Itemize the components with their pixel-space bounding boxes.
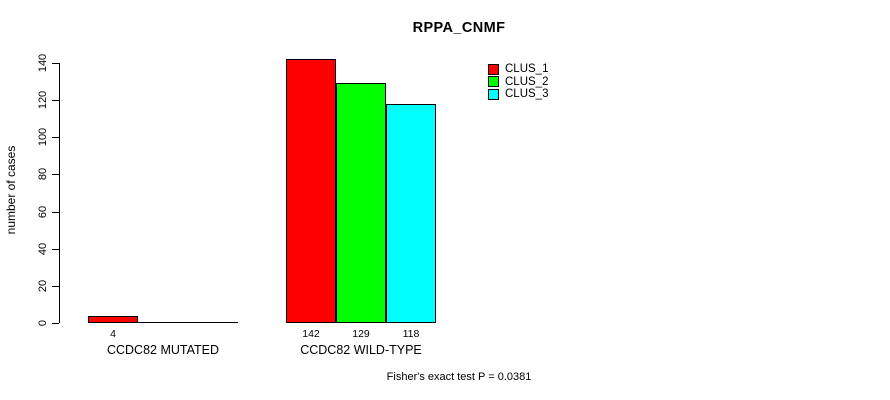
y-tick: [52, 137, 59, 138]
bar-value-label: 129: [352, 328, 370, 340]
y-tick-label: 0: [37, 319, 49, 327]
annotation-text: Fisher's exact test P = 0.0381: [386, 371, 532, 383]
y-axis-line: [59, 63, 60, 323]
y-tick-label: 20: [37, 279, 49, 293]
y-tick: [52, 249, 59, 250]
bar-value-label: 4: [110, 328, 116, 340]
y-tick-label: 100: [37, 127, 49, 147]
legend-item-clus_1: CLUS_1: [488, 63, 548, 76]
y-tick: [52, 286, 59, 287]
y-tick: [52, 323, 59, 324]
y-tick: [52, 63, 59, 64]
bar-clus_1-1: [88, 316, 138, 323]
y-tick: [52, 212, 59, 213]
legend-swatch-clus_1: [488, 63, 499, 75]
y-tick-label: 80: [37, 167, 49, 181]
chart-title: RPPA_CNMF: [412, 20, 506, 36]
y-tick: [52, 100, 59, 101]
y-tick-label: 60: [37, 205, 49, 219]
legend-swatch-clus_2: [488, 76, 499, 88]
legend-item-clus_2: CLUS_2: [488, 76, 548, 89]
legend-swatch-clus_3: [488, 88, 499, 100]
bar-value-label: 142: [302, 328, 320, 340]
bar-clus_3-2: [386, 104, 436, 323]
category-label: CCDC82 WILD-TYPE: [300, 343, 422, 357]
bar-value-label: 118: [402, 328, 420, 340]
y-tick-label: 140: [37, 53, 49, 73]
legend-label: CLUS_2: [505, 75, 549, 88]
bar-clus_2-2: [336, 83, 386, 323]
category-label: CCDC82 MUTATED: [106, 343, 220, 357]
bar-clus_3-1-zero: [188, 322, 238, 323]
y-tick-label: 40: [37, 242, 49, 256]
legend: CLUS_1 CLUS_2 CLUS_3: [488, 63, 548, 101]
y-tick: [52, 174, 59, 175]
legend-item-clus_3: CLUS_3: [488, 88, 548, 101]
y-tick-label: 120: [37, 90, 49, 110]
bar-clus_2-1-zero: [138, 322, 188, 323]
legend-label: CLUS_3: [505, 88, 549, 101]
bar-clus_1-2: [286, 59, 336, 323]
legend-label: CLUS_1: [505, 63, 549, 76]
